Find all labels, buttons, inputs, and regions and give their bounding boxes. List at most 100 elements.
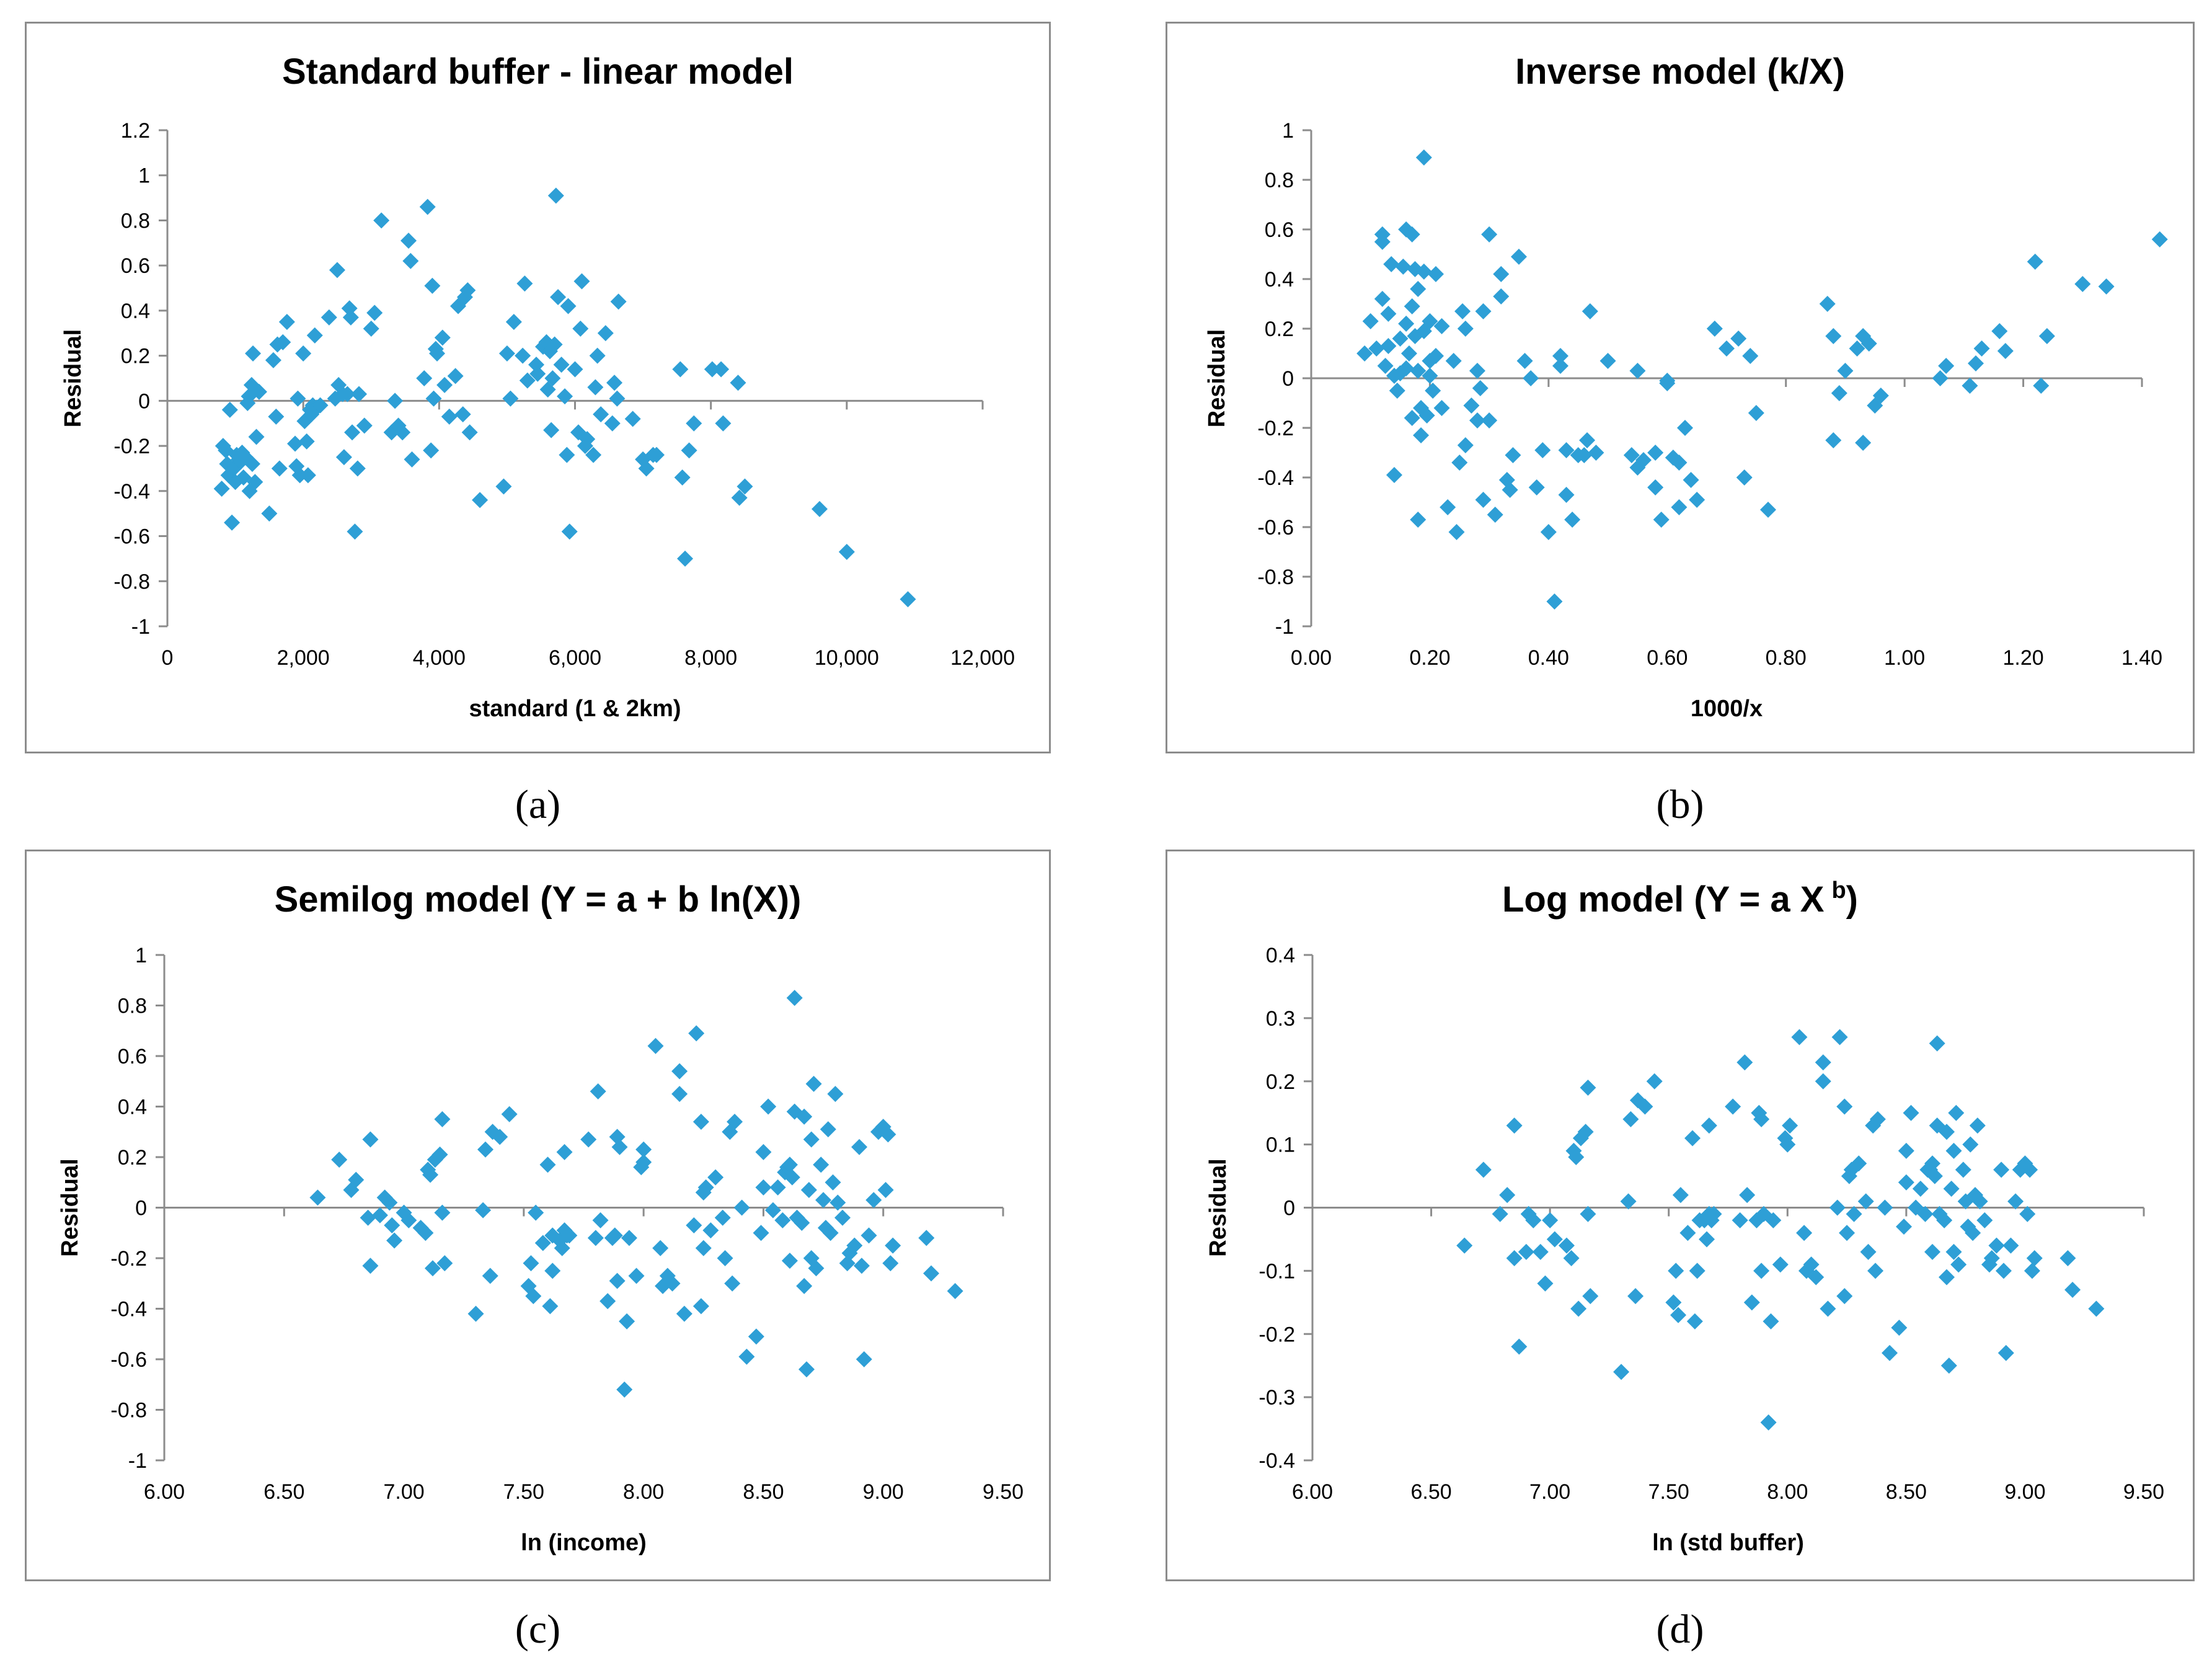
y-tick-label: -1	[131, 615, 150, 639]
data-point	[1392, 331, 1409, 347]
data-point	[312, 397, 329, 414]
data-point	[774, 1212, 791, 1228]
data-point	[808, 1260, 825, 1277]
data-point	[1440, 499, 1456, 515]
data-point	[648, 446, 665, 463]
data-point	[1422, 313, 1438, 329]
y-tick-label: -1	[1275, 615, 1294, 639]
data-point	[1865, 1117, 1882, 1134]
data-point	[1743, 1294, 1760, 1311]
data-point	[1983, 1250, 2000, 1266]
data-point	[1400, 345, 1417, 362]
data-point	[1428, 266, 1444, 282]
data-point	[560, 298, 577, 314]
data-point	[1451, 455, 1468, 471]
data-point	[554, 1240, 570, 1256]
data-point	[1404, 298, 1420, 314]
data-point	[1950, 1256, 1967, 1273]
x-tick-label: 0.60	[1647, 646, 1688, 670]
data-point	[434, 1204, 451, 1221]
y-tick-label: -0.4	[113, 480, 150, 504]
data-point	[1872, 388, 1889, 404]
data-point	[1511, 249, 1527, 265]
data-point	[1475, 1161, 1492, 1178]
data-point	[947, 1282, 963, 1299]
data-point	[1582, 303, 1598, 319]
data-point	[424, 1260, 441, 1277]
x-tick-label: 8.00	[1767, 1480, 1808, 1504]
data-point	[1506, 1250, 1523, 1266]
data-point	[1502, 482, 1518, 498]
data-point	[652, 1240, 669, 1256]
data-point	[1404, 410, 1420, 426]
data-point	[1481, 412, 1498, 428]
data-point	[1665, 450, 1681, 466]
data-point	[635, 1154, 652, 1171]
data-point	[1753, 1263, 1770, 1279]
data-point	[1940, 1357, 1957, 1374]
x-axis-label: standard (1 & 2km)	[469, 696, 681, 722]
data-point	[1613, 1364, 1630, 1380]
data-point	[1570, 1300, 1587, 1317]
data-point	[1481, 226, 1498, 242]
data-point	[1558, 1237, 1575, 1254]
data-point	[1898, 1174, 1914, 1191]
caption-a: (a)	[515, 782, 561, 827]
data-point	[587, 1230, 604, 1246]
data-point	[580, 1131, 597, 1148]
data-point	[590, 1083, 606, 1100]
data-point	[1511, 1338, 1528, 1355]
data-point	[2007, 1193, 2024, 1210]
y-tick-label: -0.2	[110, 1247, 147, 1271]
y-axis-label: Residual	[60, 329, 86, 427]
x-tick-label: 4,000	[413, 646, 466, 670]
data-point	[730, 375, 746, 391]
data-point	[290, 390, 306, 407]
data-point	[339, 386, 356, 402]
data-point	[686, 415, 702, 432]
y-tick-label: 0.2	[118, 1146, 147, 1170]
data-point	[1683, 472, 1699, 488]
y-tick-label: -1	[128, 1449, 147, 1473]
data-point	[781, 1156, 798, 1173]
data-point	[2088, 1300, 2105, 1317]
data-point	[688, 1025, 705, 1042]
chart-a: Standard buffer - linear model -1 -0.8 -0.6…	[60, 51, 1015, 722]
data-point	[822, 1225, 839, 1241]
data-point	[664, 1275, 681, 1292]
data-point	[250, 383, 267, 400]
data-point	[1965, 1225, 1981, 1241]
data-point	[1469, 363, 1485, 379]
y-axis-label: Residual	[57, 1158, 83, 1256]
data-point	[1924, 1155, 1941, 1172]
data-point	[502, 390, 519, 407]
data-point	[1820, 1300, 1836, 1317]
data-point	[1563, 1250, 1580, 1266]
data-point	[1772, 1256, 1789, 1273]
data-point	[724, 1275, 741, 1292]
x-axis-label: ln (std buffer)	[1652, 1530, 1804, 1556]
data-point	[1825, 432, 1842, 448]
data-point	[1659, 375, 1676, 391]
data-point	[2026, 1250, 2043, 1266]
data-point	[589, 347, 606, 364]
data-point	[1380, 338, 1397, 354]
data-point	[704, 361, 720, 378]
data-point	[419, 198, 436, 215]
data-point	[764, 1202, 781, 1219]
data-point	[796, 1108, 813, 1125]
data-point	[1782, 1117, 1798, 1134]
data-point	[329, 262, 345, 278]
data-point	[2017, 1155, 2033, 1172]
y-tick-label: -0.8	[110, 1399, 147, 1423]
data-point	[1528, 479, 1545, 495]
data-point	[1635, 452, 1652, 468]
data-point	[550, 289, 567, 306]
data-point	[592, 1212, 609, 1228]
data-point	[799, 1361, 815, 1378]
x-tick-label: 10,000	[815, 646, 879, 670]
data-point	[1973, 340, 1990, 357]
data-point	[1672, 1187, 1689, 1204]
data-point	[856, 1351, 872, 1367]
data-point	[789, 1209, 805, 1226]
